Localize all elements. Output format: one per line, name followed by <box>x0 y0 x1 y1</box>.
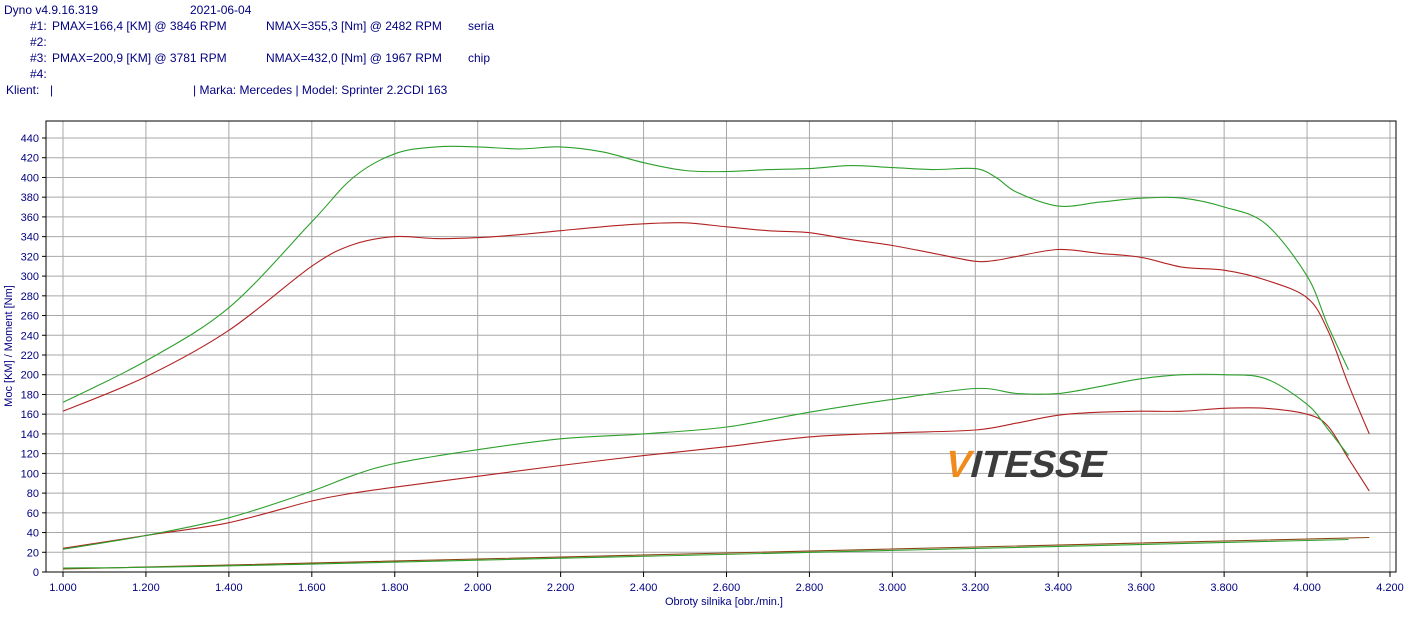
test-date: 2021-06-04 <box>190 3 252 17</box>
y-tick-label-360: 360 <box>21 212 39 224</box>
y-tick-label-240: 240 <box>21 330 39 342</box>
y-tick-label-0: 0 <box>33 567 39 579</box>
run-3-pmax: PMAX=200,9 [KM] @ 3781 RPM <box>52 51 227 65</box>
y-tick-label-60: 60 <box>27 508 39 520</box>
svg-text:VITESSE: VITESSE <box>941 444 1112 486</box>
x-tick-label-1400: 1.400 <box>215 582 243 594</box>
y-tick-label-40: 40 <box>27 528 39 540</box>
client-label: Klient: <box>6 83 40 97</box>
chart-series <box>62 145 1370 570</box>
app-version: Dyno v4.9.16.319 <box>4 3 99 17</box>
y-tick-label-100: 100 <box>21 468 39 480</box>
y-tick-label-380: 380 <box>21 192 39 204</box>
x-tick-label-2800: 2.800 <box>796 582 824 594</box>
x-tick-label-1200: 1.200 <box>132 582 160 594</box>
y-tick-label-280: 280 <box>21 291 39 303</box>
series-line-5 <box>62 538 1349 569</box>
run-4-id: #4: <box>30 67 47 81</box>
x-tick-label-1600: 1.600 <box>298 582 326 594</box>
y-tick-label-20: 20 <box>27 547 39 559</box>
x-axis-label: Obroty silnika [obr./min.] <box>665 596 783 608</box>
y-tick-label-400: 400 <box>21 172 39 184</box>
plot-frame <box>45 120 1397 573</box>
run-1-label: seria <box>468 19 495 33</box>
vehicle-info: | Marka: Mercedes | Model: Sprinter 2.2C… <box>193 83 448 97</box>
x-tick-label-4200: 4.200 <box>1376 582 1404 594</box>
chart-grid <box>46 121 1396 572</box>
y-tick-label-80: 80 <box>27 488 39 500</box>
y-tick-label-440: 440 <box>21 133 39 145</box>
y-tick-label-340: 340 <box>21 232 39 244</box>
x-tick-label-2400: 2.400 <box>630 582 658 594</box>
x-tick-label-3800: 3.800 <box>1210 582 1238 594</box>
run-1-nmax: NMAX=355,3 [Nm] @ 2482 RPM <box>266 19 442 33</box>
x-tick-label-3000: 3.000 <box>879 582 907 594</box>
y-tick-label-120: 120 <box>21 449 39 461</box>
run-3-nmax: NMAX=432,0 [Nm] @ 1967 RPM <box>266 51 442 65</box>
y-tick-label-220: 220 <box>21 350 39 362</box>
series-line-1 <box>62 145 1349 403</box>
x-axis-ticks: 1.000 1.200 1.400 1.600 1.800 2.000 2.200 2.400… <box>49 572 1404 594</box>
series-line-2 <box>62 407 1370 549</box>
x-tick-label-2600: 2.600 <box>713 582 741 594</box>
x-tick-label-1800: 1.800 <box>381 582 409 594</box>
y-tick-label-180: 180 <box>21 389 39 401</box>
x-tick-label-1000: 1.000 <box>49 582 77 594</box>
y-tick-label-260: 260 <box>21 311 39 323</box>
run-1-pmax: PMAX=166,4 [KM] @ 3846 RPM <box>52 19 227 33</box>
x-tick-label-2200: 2.200 <box>547 582 575 594</box>
run-1-id: #1: <box>30 19 47 33</box>
y-tick-label-200: 200 <box>21 370 39 382</box>
y-axis-label: Moc [KM] / Moment [Nm] <box>3 285 15 407</box>
series-line-0 <box>62 222 1370 435</box>
x-tick-label-2000: 2.000 <box>464 582 492 594</box>
vitesse-logo: VITESSE <box>941 444 1112 486</box>
run-2-id: #2: <box>30 35 47 49</box>
y-tick-label-140: 140 <box>21 429 39 441</box>
y-tick-label-420: 420 <box>21 153 39 165</box>
y-axis-ticks: 0 20 40 60 80 100 120 140 160 180 200 220 240 260 280 3… <box>21 133 46 579</box>
x-tick-label-3600: 3.600 <box>1127 582 1155 594</box>
x-tick-label-3400: 3.400 <box>1044 582 1072 594</box>
x-tick-label-3200: 3.200 <box>962 582 990 594</box>
x-tick-label-4000: 4.000 <box>1293 582 1321 594</box>
y-tick-label-160: 160 <box>21 409 39 421</box>
run-3-id: #3: <box>30 51 47 65</box>
series-line-3 <box>62 373 1349 550</box>
y-tick-label-300: 300 <box>21 271 39 283</box>
run-3-label: chip <box>468 51 491 65</box>
y-tick-label-320: 320 <box>21 251 39 263</box>
client-value: | <box>50 83 54 97</box>
logo-letters: ITESSE <box>966 444 1112 486</box>
series-line-4 <box>62 536 1370 570</box>
